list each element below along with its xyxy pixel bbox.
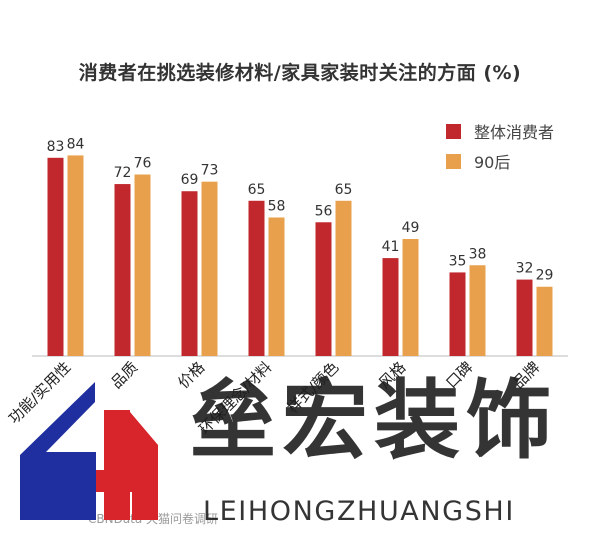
data-label-90s-7: 29 <box>536 268 554 284</box>
data-label-overall-0: 83 <box>47 139 65 155</box>
watermark-brand-cn: 垒宏装饰 <box>190 371 558 471</box>
legend-label-overall: 整体消费者 <box>474 123 555 142</box>
data-label-90s-5: 49 <box>402 220 420 236</box>
legend-label-90s: 90后 <box>474 153 511 172</box>
data-label-overall-6: 35 <box>449 253 467 269</box>
data-label-overall-2: 69 <box>181 172 199 188</box>
data-label-overall-1: 72 <box>114 165 132 181</box>
legend-swatch-90s <box>446 153 461 169</box>
bar-overall-4 <box>315 222 332 356</box>
bar-overall-2 <box>181 191 198 356</box>
chart-title: 消费者在挑选装修材料/家具家装时关注的方面 (%) <box>78 62 522 84</box>
data-label-90s-4: 65 <box>335 182 353 198</box>
bar-overall-3 <box>248 200 265 356</box>
bar-90s-3 <box>268 217 285 356</box>
legend-swatch-overall <box>446 123 461 139</box>
data-label-overall-3: 65 <box>248 182 266 198</box>
data-label-90s-3: 58 <box>268 198 286 214</box>
bar-overall-6 <box>449 272 466 356</box>
data-label-overall-5: 41 <box>382 239 400 255</box>
data-label-overall-4: 56 <box>315 203 333 219</box>
legend-item-90s: 90后 <box>446 146 554 176</box>
bar-90s-7 <box>536 286 553 356</box>
bar-90s-1 <box>134 174 151 356</box>
data-label-90s-0: 84 <box>67 136 85 152</box>
bar-90s-2 <box>201 181 218 356</box>
bar-overall-7 <box>516 279 533 356</box>
data-label-90s-1: 76 <box>134 156 152 172</box>
legend-item-overall: 整体消费者 <box>446 116 554 146</box>
bar-overall-0 <box>47 157 64 356</box>
data-label-90s-2: 73 <box>201 163 219 179</box>
bar-overall-5 <box>382 258 399 356</box>
data-label-90s-6: 38 <box>469 246 487 262</box>
bar-90s-4 <box>335 200 352 356</box>
data-label-overall-7: 32 <box>516 261 534 277</box>
bar-90s-0 <box>67 155 84 356</box>
bar-90s-6 <box>469 265 486 356</box>
bar-overall-1 <box>114 184 131 356</box>
watermark-brand-en: LEIHONGZHUANGSHI <box>203 496 515 527</box>
legend: 整体消费者 90后 <box>446 116 554 176</box>
bar-90s-5 <box>402 238 419 356</box>
